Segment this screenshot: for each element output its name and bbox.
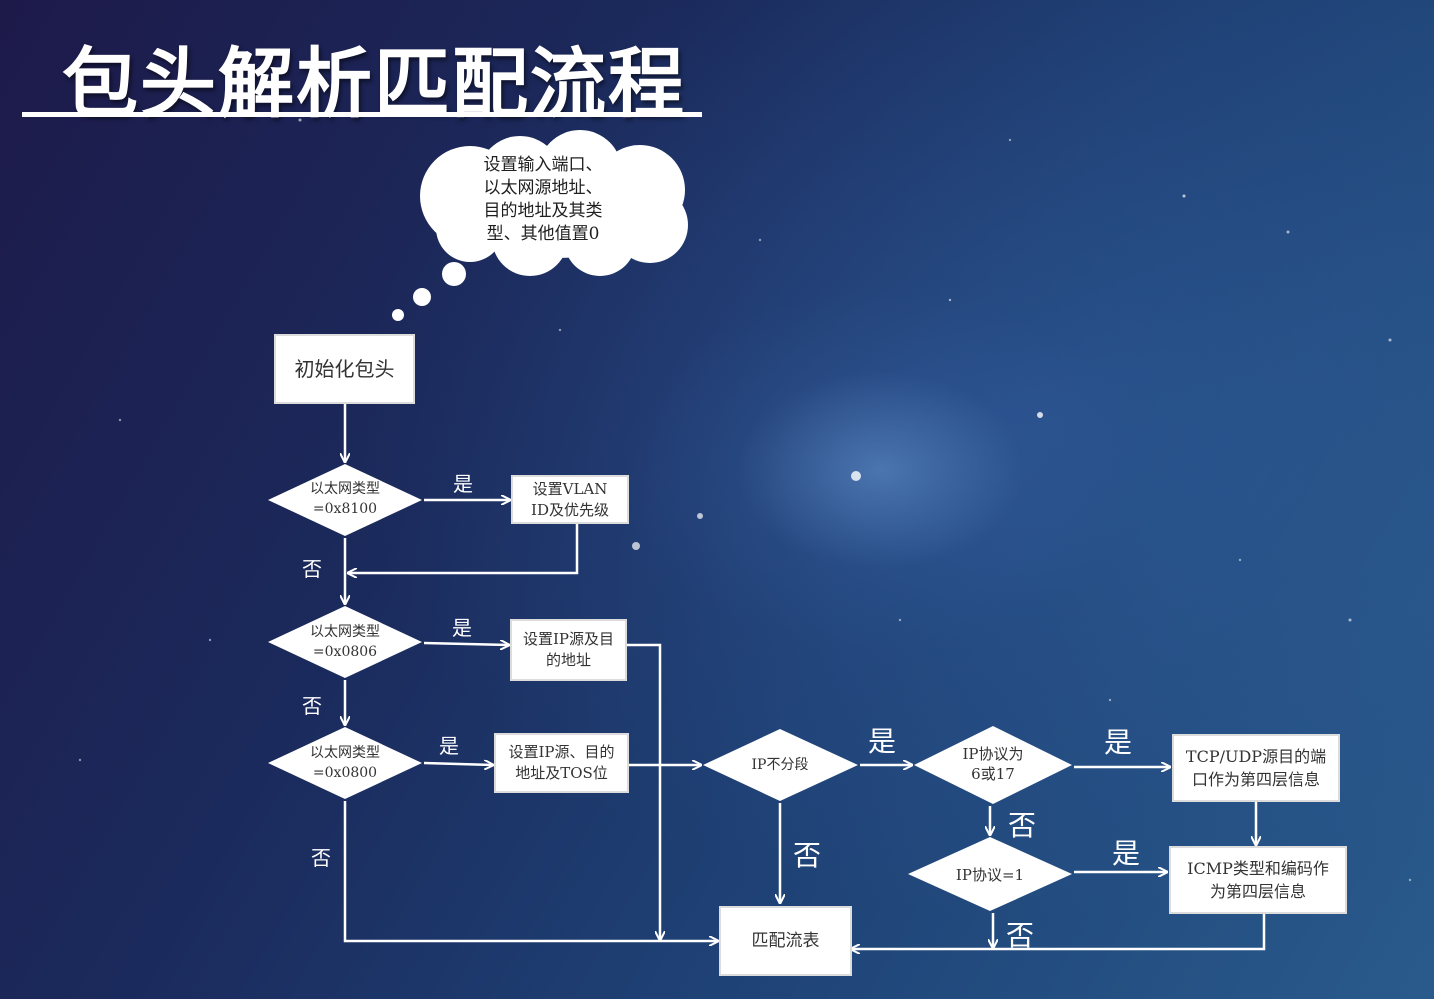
decision-eth0806-shape <box>268 606 422 678</box>
decision-ipproto-1-text: IP协议=1 <box>935 865 1045 885</box>
yes-label-ip-nofrag: 是 <box>868 725 897 758</box>
no-label-eth8100: 否 <box>302 557 322 581</box>
thought-cloud <box>392 130 688 321</box>
decision-eth0800-shape <box>268 727 422 799</box>
decision-eth0806-line1: 以太网类型 <box>310 624 380 640</box>
decision-eth0806-line2: =0x0806 <box>312 644 378 660</box>
no-label-ipproto-1: 否 <box>1006 919 1035 952</box>
icmp-line1: ICMP类型和编码作 <box>1187 859 1329 878</box>
init-header-label: 初始化包头 <box>294 356 395 381</box>
match-flow-table-box: 匹配流表 <box>719 906 852 976</box>
tcp-udp-line2: 口作为第四层信息 <box>1191 770 1320 789</box>
decision-eth8100-line1: 以太网类型 <box>310 481 380 497</box>
no-label-ipproto-6-17: 否 <box>1008 809 1037 842</box>
set-ip-tos-line2: 地址及TOS位 <box>515 764 608 782</box>
decision-ipproto-1-shape <box>908 837 1072 911</box>
yes-label-ipproto-1: 是 <box>1112 837 1141 870</box>
set-vlan-line1: 设置VLAN <box>532 479 608 498</box>
yes-label-ipproto-6-17: 是 <box>1104 726 1133 759</box>
decision-eth0806-text: 以太网类型 =0x0806 <box>290 622 400 662</box>
thought-cloud-text: 设置输入端口、 以太网源地址、 目的地址及其类 型、其他值置0 <box>455 154 631 246</box>
cloud-line: 型、其他值置0 <box>486 224 600 244</box>
set-vlan-line2: ID及优先级 <box>531 500 609 519</box>
decision-ipproto1-label: IP协议=1 <box>955 866 1025 884</box>
decision-ip-nofrag-shape <box>703 729 858 801</box>
set-ip-src-dst-line1: 设置IP源及目 <box>522 630 615 648</box>
decision-eth0800-line2: =0x0800 <box>312 765 378 781</box>
decision-eth8100-shape <box>268 464 422 536</box>
no-label-eth0800: 否 <box>311 846 331 870</box>
set-vlan-box: 设置VLAN ID及优先级 <box>511 475 629 524</box>
cloud-line: 以太网源地址、 <box>483 178 603 198</box>
yes-label-eth8100: 是 <box>453 472 473 496</box>
no-label-ip-nofrag: 否 <box>793 839 822 872</box>
no-label-eth0806: 否 <box>302 694 322 718</box>
set-ip-src-dst-box: 设置IP源及目 的地址 <box>510 619 627 681</box>
icmp-info-box: ICMP类型和编码作 为第四层信息 <box>1169 846 1347 914</box>
match-flow-table-label: 匹配流表 <box>751 930 820 951</box>
cloud-line: 目的地址及其类 <box>483 201 603 221</box>
decision-ipproto-6-17-shape <box>914 726 1072 804</box>
tcp-udp-ports-box: TCP/UDP源目的端 口作为第四层信息 <box>1172 734 1340 802</box>
set-ip-src-dst-line2: 的地址 <box>545 651 591 669</box>
decision-ipproto-6-17-text: IP协议为 6或17 <box>938 744 1048 784</box>
decision-ipproto-line1: IP协议为 <box>962 745 1024 763</box>
cloud-line: 设置输入端口、 <box>483 155 603 175</box>
yes-label-eth0806: 是 <box>452 616 472 640</box>
tcp-udp-line1: TCP/UDP源目的端 <box>1185 747 1327 766</box>
decision-ip-nofrag-text: IP不分段 <box>725 755 835 775</box>
title-underline <box>22 112 702 117</box>
decision-eth0800-line1: 以太网类型 <box>310 745 380 761</box>
set-ip-tos-box: 设置IP源、目的 地址及TOS位 <box>494 733 629 793</box>
decision-eth8100-line2: =0x8100 <box>312 501 378 517</box>
decision-eth0800-text: 以太网类型 =0x0800 <box>290 743 400 783</box>
init-header-box: 初始化包头 <box>274 334 415 404</box>
decision-eth8100-text: 以太网类型 =0x8100 <box>290 479 400 519</box>
icmp-line2: 为第四层信息 <box>1209 882 1306 901</box>
set-ip-tos-line1: 设置IP源、目的 <box>508 743 615 761</box>
decision-ip-nofrag-label: IP不分段 <box>751 757 809 773</box>
yes-label-eth0800: 是 <box>439 734 459 758</box>
decision-ipproto-line2: 6或17 <box>971 765 1015 783</box>
